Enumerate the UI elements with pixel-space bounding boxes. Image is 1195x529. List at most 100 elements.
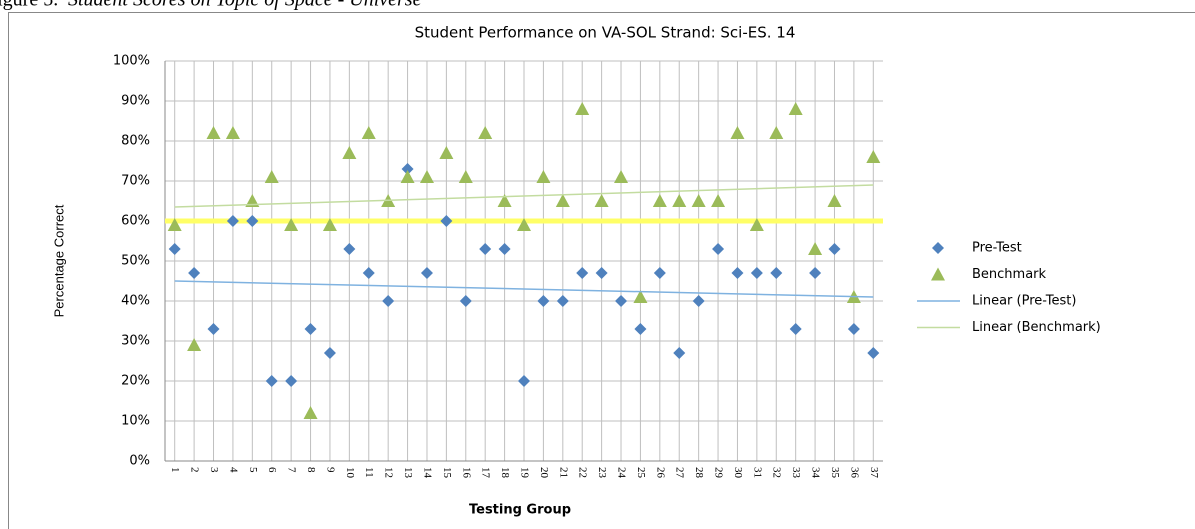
diamond-marker (285, 375, 298, 387)
diamond-marker (401, 163, 414, 175)
diamond-marker (207, 323, 220, 335)
diamond-marker (847, 323, 860, 335)
diamond-marker (809, 267, 822, 279)
x-tick-label: 15 (441, 467, 453, 479)
triangle-marker (672, 194, 687, 207)
triangle-marker (303, 406, 318, 419)
triangle-marker (614, 170, 629, 183)
y-tick-label: 80% (121, 134, 150, 149)
legend-label: Linear (Pre-Test) (972, 294, 1076, 309)
x-tick-label: 8 (305, 467, 317, 473)
triangle-marker (594, 194, 609, 207)
diamond-marker (382, 295, 395, 307)
x-tick-label: 28 (693, 467, 705, 479)
diamond-marker (246, 215, 259, 227)
diamond-marker (323, 347, 336, 359)
x-tick-label: 24 (615, 467, 627, 479)
diamond-marker (304, 323, 317, 335)
x-tick-label: 25 (635, 467, 647, 479)
triangle-marker (322, 218, 337, 231)
diamond-marker (343, 243, 356, 255)
x-tick-label: 21 (557, 467, 569, 478)
triangle-marker (264, 170, 279, 183)
diamond-marker (828, 243, 841, 255)
y-tick-label: 90% (121, 94, 150, 109)
x-tick-label: 6 (266, 467, 278, 473)
y-tick-label: 60% (121, 214, 150, 229)
triangle-marker (931, 267, 945, 281)
diamond-marker (576, 267, 589, 279)
triangle-marker (361, 126, 376, 139)
triangle-marker (400, 170, 415, 183)
diamond-marker (440, 215, 453, 227)
chart-border (8, 12, 1195, 529)
triangle-marker (536, 170, 551, 183)
diamond-marker (712, 243, 725, 255)
y-tick-label: 20% (121, 374, 150, 389)
triangle-marker (167, 218, 182, 231)
triangle-marker (555, 194, 570, 207)
x-tick-label: 31 (751, 467, 763, 478)
diamond-marker (867, 347, 880, 359)
diamond-marker (595, 267, 608, 279)
triangle-marker (866, 150, 881, 163)
triangle-marker (711, 194, 726, 207)
x-tick-label: 16 (460, 467, 472, 479)
x-tick-label: 9 (324, 467, 336, 473)
x-tick-label: 20 (538, 467, 550, 479)
x-tick-label: 34 (810, 467, 822, 479)
triangle-marker (633, 290, 648, 303)
y-tick-label: 0% (129, 454, 150, 469)
x-tick-label: 4 (227, 467, 239, 473)
diamond-marker (168, 243, 181, 255)
x-tick-label: 2 (189, 467, 201, 473)
diamond-marker (420, 267, 433, 279)
diamond-marker (750, 267, 763, 279)
x-axis-label: Testing Group (469, 503, 571, 518)
triangle-marker (808, 242, 823, 255)
legend-label: Linear (Benchmark) (972, 320, 1101, 335)
triangle-marker (206, 126, 221, 139)
x-tick-label: 32 (771, 467, 783, 478)
triangle-marker (342, 146, 357, 159)
triangle-marker (575, 102, 590, 115)
triangle-marker (691, 194, 706, 207)
x-tick-label: 22 (577, 467, 589, 478)
x-tick-label: 10 (344, 467, 356, 479)
x-tick-label: 11 (363, 467, 375, 478)
diamond-marker (615, 295, 628, 307)
triangle-marker (769, 126, 784, 139)
caption-label: Figure 5. (0, 0, 58, 11)
diamond-marker (692, 295, 705, 307)
x-tick-label: 36 (848, 467, 860, 479)
diamond-marker (653, 267, 666, 279)
diamond-marker (265, 375, 278, 387)
x-tick-label: 33 (790, 467, 802, 479)
diamond-marker (770, 267, 783, 279)
y-tick-label: 70% (121, 174, 150, 189)
diamond-marker (537, 295, 550, 307)
y-axis-label: Percentage Correct (51, 204, 66, 317)
triangle-marker (749, 218, 764, 231)
x-tick-label: 17 (480, 467, 492, 479)
x-tick-label: 19 (518, 467, 530, 479)
triangle-marker (187, 338, 202, 351)
y-tick-label: 100% (113, 54, 150, 69)
trend-line (174, 280, 874, 298)
x-tick-label: 3 (208, 467, 220, 473)
triangle-marker (788, 102, 803, 115)
diamond-marker (789, 323, 802, 335)
x-tick-label: 23 (596, 467, 608, 479)
chart-title: Student Performance on VA-SOL Strand: Sc… (415, 24, 796, 42)
x-tick-label: 14 (421, 467, 433, 479)
triangle-marker (652, 194, 667, 207)
diamond-marker (731, 267, 744, 279)
diamond-marker (226, 215, 239, 227)
legend-label: Benchmark (972, 267, 1047, 282)
diamond-marker (518, 375, 530, 387)
x-tick-label: 29 (713, 467, 725, 479)
y-tick-label: 10% (121, 414, 150, 429)
x-tick-label: 13 (402, 467, 414, 479)
